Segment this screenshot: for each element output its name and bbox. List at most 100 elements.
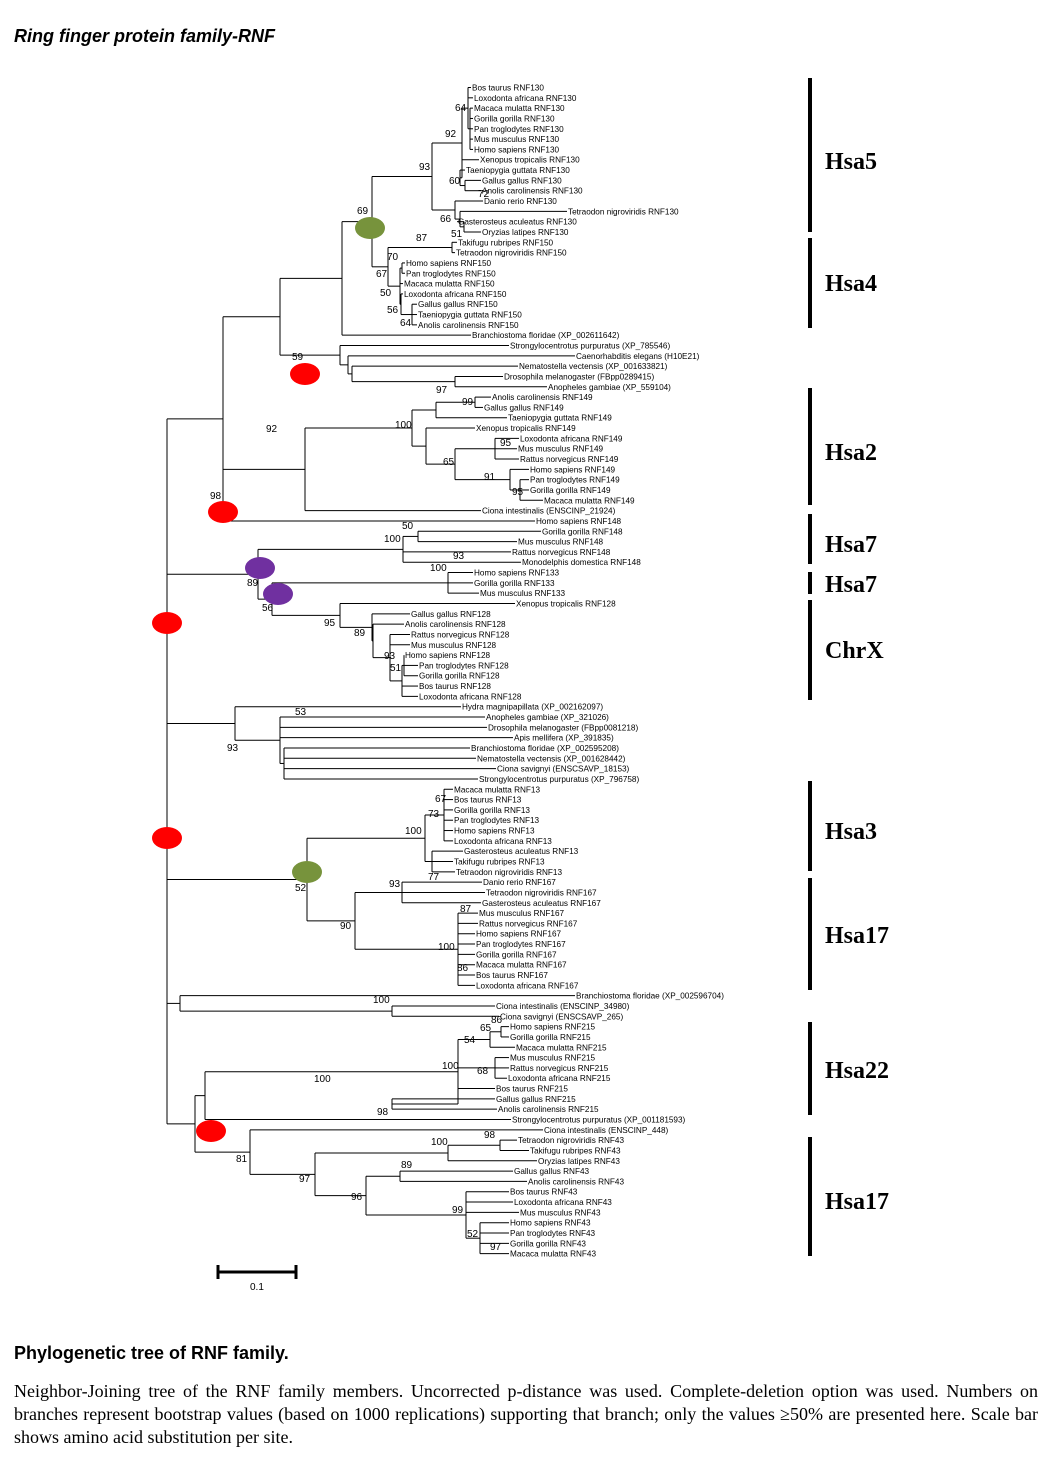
bootstrap-value: 100 (430, 563, 447, 574)
leaf-label: Ciona intestinalis (ENSCINP_34980) (496, 1002, 630, 1011)
leaf-label: Gallus gallus RNF43 (514, 1167, 590, 1176)
bootstrap-value: 93 (389, 879, 401, 890)
bootstrap-value: 96 (351, 1192, 363, 1203)
leaf-label: Strongylocentrotus purpuratus (XP_001181… (512, 1116, 686, 1125)
leaf-label: Loxodonta africana RNF130 (474, 94, 577, 103)
bootstrap-value: 87 (460, 904, 472, 915)
caption-title: Phylogenetic tree of RNF family. (14, 1343, 289, 1363)
leaf-label: Pan troglodytes RNF13 (454, 816, 540, 825)
bootstrap-value: 64 (400, 318, 412, 329)
group-label: Hsa7 (825, 532, 877, 558)
leaf-label: Gorilla gorilla RNF133 (474, 579, 555, 588)
leaf-label: Anopheles gambiae (XP_559104) (548, 383, 671, 392)
leaf-label: Homo sapiens RNF215 (510, 1023, 596, 1032)
leaf-label: Mus musculus RNF133 (480, 589, 566, 598)
leaf-label: Anolis carolinensis RNF150 (418, 321, 519, 330)
leaf-label: Gorilla gorilla RNF167 (476, 950, 557, 959)
bootstrap-value: 51 (451, 229, 463, 240)
leaf-label: Pan troglodytes RNF149 (530, 476, 620, 485)
figure-title: Ring finger protein family-RNF (14, 26, 275, 46)
bootstrap-value: 52 (467, 1229, 479, 1240)
leaf-label: Nematostella vectensis (XP_001633821) (519, 362, 668, 371)
leaf-label: Homo sapiens RNF148 (536, 517, 622, 526)
bootstrap-value: 67 (376, 269, 388, 280)
leaf-label: Caenorhabditis elegans (H10E21) (576, 352, 700, 361)
bootstrap-value: 98 (377, 1107, 389, 1118)
leaf-label: Gorilla gorilla RNF149 (530, 486, 611, 495)
leaf-label: Gallus gallus RNF215 (496, 1095, 576, 1104)
leaf-label: Taeniopygia guttata RNF149 (508, 414, 612, 423)
leaf-label: Mus musculus RNF149 (518, 445, 604, 454)
leaf-label: Homo sapiens RNF133 (474, 569, 560, 578)
red-node-marker (196, 1120, 226, 1142)
bootstrap-value: 77 (428, 872, 440, 883)
bootstrap-value: 64 (455, 103, 467, 114)
leaf-label: Bos taurus RNF167 (476, 971, 548, 980)
bootstrap-value: 97 (299, 1174, 311, 1185)
leaf-label: Branchiostoma floridae (XP_002611642) (472, 331, 620, 340)
bootstrap-value: 89 (354, 628, 366, 639)
leaf-label: Mus musculus RNF215 (510, 1054, 596, 1063)
bootstrap-value: 93 (419, 162, 431, 173)
leaf-label: Rattus norvegicus RNF128 (411, 630, 510, 639)
leaf-label: Tetraodon nigroviridis RNF43 (518, 1136, 624, 1145)
bootstrap-value: 99 (452, 1205, 464, 1216)
caption-text: Neighbor-Joining tree of the RNF family … (14, 1381, 1038, 1447)
bootstrap-value: 52 (295, 883, 307, 894)
group-label: Hsa17 (825, 1189, 889, 1215)
leaf-label: Takifugu rubripes RNF150 (458, 238, 554, 247)
leaf-label: Gorilla gorilla RNF128 (419, 672, 500, 681)
leaf-label: Rattus norvegicus RNF148 (512, 548, 611, 557)
leaf-label: Danio rerio RNF167 (483, 878, 556, 887)
leaf-label: Gallus gallus RNF130 (482, 176, 562, 185)
group-label: Hsa2 (825, 440, 877, 466)
leaf-label: Oryzias latipes RNF130 (482, 228, 569, 237)
bootstrap-value: 89 (401, 1160, 413, 1171)
bootstrap-value: 93 (227, 743, 239, 754)
bootstrap-value: 67 (435, 794, 447, 805)
leaf-label: Tetraodon nigroviridis RNF130 (568, 207, 679, 216)
bootstrap-value: 65 (443, 457, 455, 468)
group-label: ChrX (825, 638, 884, 664)
leaf-label: Rattus norvegicus RNF149 (520, 455, 619, 464)
leaf-label: Branchiostoma floridae (XP_002595208) (471, 744, 619, 753)
group-label: Hsa4 (825, 271, 877, 297)
leaf-label: Homo sapiens RNF149 (530, 465, 616, 474)
leaf-label: Anopheles gambiae (XP_321026) (486, 713, 609, 722)
bootstrap-value: 72 (478, 189, 490, 200)
leaf-label: Mus musculus RNF130 (474, 135, 560, 144)
leaf-label: Gorilla gorilla RNF13 (454, 806, 530, 815)
leaf-label: Homo sapiens RNF13 (454, 827, 535, 836)
leaf-label: Loxodonta africana RNF128 (419, 692, 522, 701)
leaf-label: Tetraodon nigroviridis RNF167 (486, 888, 597, 897)
bootstrap-value: 100 (438, 942, 455, 953)
bootstrap-value: 98 (210, 491, 222, 502)
leaf-label: Loxodonta africana RNF13 (454, 837, 552, 846)
leaf-label: Gorilla gorilla RNF130 (474, 114, 555, 123)
leaf-label: Xenopus tropicalis RNF128 (516, 600, 616, 609)
bootstrap-value: 97 (436, 385, 448, 396)
bootstrap-value: 100 (373, 995, 390, 1006)
bootstrap-value: 60 (449, 176, 461, 187)
leaf-label: Macaca mulatta RNF43 (510, 1250, 596, 1259)
group-label: Hsa3 (825, 819, 877, 845)
bootstrap-value: 59 (292, 352, 304, 363)
leaf-label: Gorilla gorilla RNF43 (510, 1239, 586, 1248)
leaf-label: Pan troglodytes RNF130 (474, 125, 564, 134)
leaf-label: Gorilla gorilla RNF148 (542, 527, 623, 536)
purple-node-marker (245, 557, 275, 579)
leaf-label: Strongylocentrotus purpuratus (XP_796758… (479, 775, 639, 784)
bootstrap-value: 56 (387, 305, 399, 316)
leaf-label: Homo sapiens RNF167 (476, 930, 562, 939)
green-node-marker (355, 217, 385, 239)
bootstrap-value: 86 (491, 1015, 503, 1026)
bootstrap-value: 95 (500, 438, 512, 449)
leaf-label: Bos taurus RNF13 (454, 796, 522, 805)
scale-bar: 0.1 (216, 1265, 298, 1293)
bootstrap-value: 54 (464, 1035, 476, 1046)
leaf-label: Macaca mulatta RNF167 (476, 961, 567, 970)
leaf-label: Bos taurus RNF43 (510, 1188, 578, 1197)
bootstrap-value: 66 (440, 214, 452, 225)
leaf-label: Anolis carolinensis RNF43 (528, 1177, 624, 1186)
